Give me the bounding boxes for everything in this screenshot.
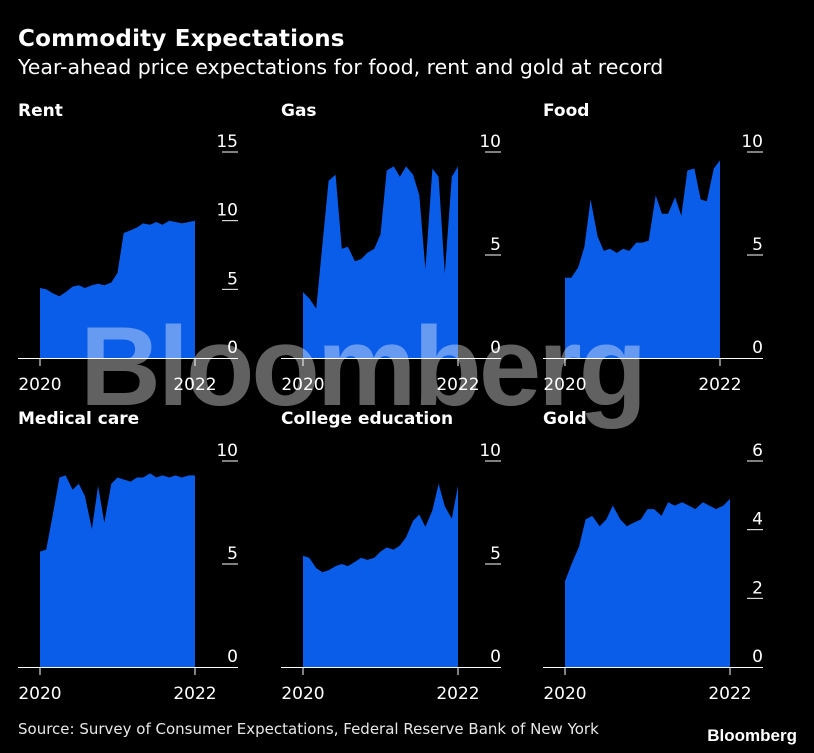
panel-title: Rent [18,101,63,121]
y-tick-label: 10 [741,132,763,152]
area-series [40,473,195,667]
x-tick-label: 2020 [281,375,324,395]
y-tick-label: 0 [227,647,238,667]
y-tick-label: 2 [752,578,763,598]
chart-panel: Food 0 5 10 2020 2022 [543,101,763,395]
x-tick-label: 2020 [543,375,586,395]
chart-panel: Gas 0 5 10 2020 2022 [281,101,501,395]
y-tick-label: 0 [490,338,501,358]
x-tick-label: 2020 [18,375,61,395]
y-tick-label: 6 [752,441,763,461]
y-tick-label: 10 [216,441,238,461]
y-tick-label: 4 [752,510,763,530]
panel-title: College education [281,409,453,429]
y-tick-label: 5 [490,544,501,564]
panel-title: Gold [543,409,587,429]
y-tick-label: 0 [227,338,238,358]
y-tick-label: 0 [752,338,763,358]
x-tick-label: 2020 [543,684,586,704]
y-tick-label: 15 [216,132,238,152]
panel-title: Food [543,101,589,121]
y-tick-label: 0 [490,647,501,667]
area-series [303,483,458,667]
chart-panel: Rent 0 5 10 15 2020 2022 [18,101,238,395]
area-series [565,160,720,358]
chart-panel: Gold 0 2 4 6 2020 2022 [543,409,763,704]
area-series [565,498,730,667]
y-tick-label: 5 [752,235,763,255]
y-tick-label: 10 [479,441,501,461]
x-tick-label: 2020 [281,684,324,704]
x-tick-label: 2022 [436,684,479,704]
chart-panel: Medical care 0 5 10 2020 2022 [18,409,238,704]
chart-subtitle: Year-ahead price expectations for food, … [18,55,664,79]
y-tick-label: 10 [479,132,501,152]
chart-panel: College education 0 5 10 2020 2022 [281,409,501,704]
y-tick-label: 5 [227,544,238,564]
x-tick-label: 2022 [173,684,216,704]
chart-title: Commodity Expectations [18,26,345,52]
panel-title: Gas [281,101,317,121]
area-series [40,220,195,358]
area-series [303,166,458,358]
y-tick-label: 10 [216,201,238,221]
x-tick-label: 2022 [173,375,216,395]
bloomberg-logo: Bloomberg [707,726,797,745]
x-tick-label: 2022 [436,375,479,395]
x-tick-label: 2020 [18,684,61,704]
y-tick-label: 5 [227,269,238,289]
y-tick-label: 5 [490,235,501,255]
x-tick-label: 2022 [708,684,751,704]
panel-title: Medical care [18,409,139,429]
x-tick-label: 2022 [698,375,741,395]
source-note: Source: Survey of Consumer Expectations,… [18,720,599,738]
y-tick-label: 0 [752,647,763,667]
